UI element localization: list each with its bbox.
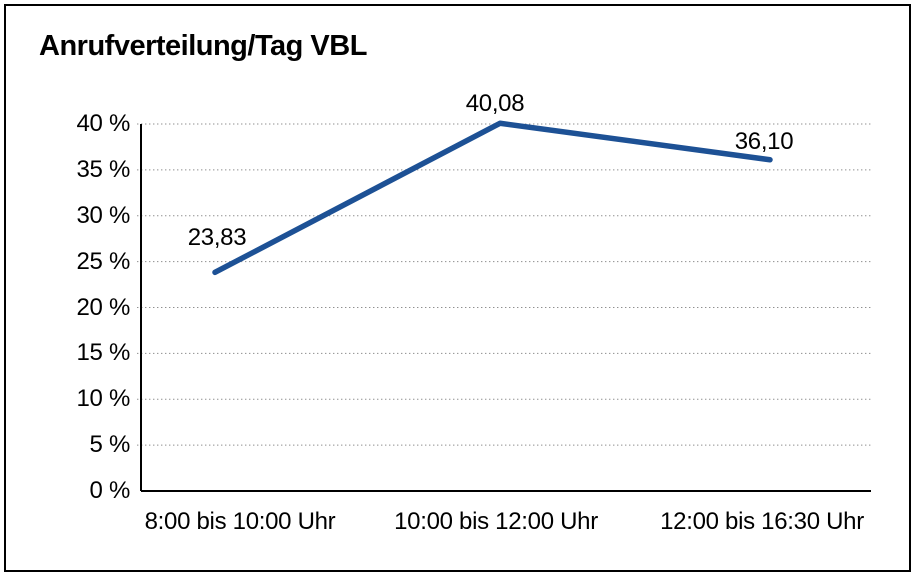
y-tick-label: 10 % [76,385,130,413]
y-tick-label: 0 % [89,477,131,504]
data-point-label: 23,83 [187,224,247,252]
x-category-label: 12:00 bis 16:30 Uhr [660,508,864,535]
y-tick-label: 30 % [76,201,130,229]
x-category-label: 10:00 bis 12:00 Uhr [394,508,598,535]
chart-title: Anrufverteilung/Tag VBL [39,30,367,62]
x-category-label: 8:00 bis 10:00 Uhr [144,508,336,535]
y-tick-label: 35 % [76,155,130,183]
y-tick-label: 25 % [76,247,130,275]
data-point-label: 40,08 [465,90,525,118]
series-line [212,120,773,276]
y-tick-label: 40 % [76,110,130,137]
y-tick-label: 5 % [89,431,131,459]
y-tick-label: 15 % [76,339,130,367]
data-point-label: 36,10 [734,127,794,155]
y-tick-label: 20 % [76,293,130,321]
